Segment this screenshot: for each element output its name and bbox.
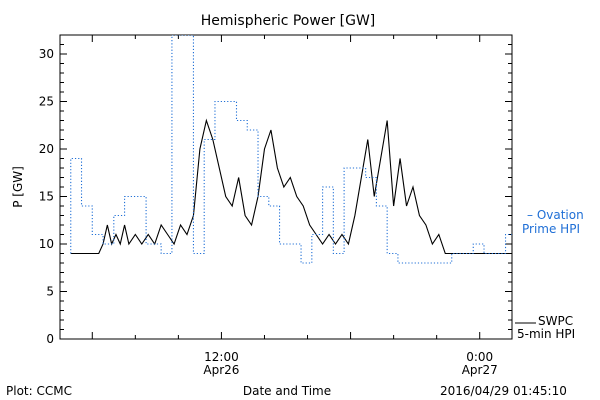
x-tick-time-label: 12:00 <box>204 350 239 364</box>
legend-swpc-label-line1: SWPC <box>538 314 573 328</box>
plot-credit: Plot: CCMC <box>6 384 72 398</box>
plot-frame <box>59 34 513 340</box>
y-tick-label: 10 <box>39 237 54 251</box>
series-ovation-line <box>70 35 512 264</box>
x-tick-time-label: 0:00 <box>466 350 493 364</box>
y-axis-label: P [GW] <box>11 166 25 208</box>
y-tick-label: 5 <box>46 285 54 299</box>
y-tick-label: 0 <box>46 332 54 346</box>
x-tick-date-label: Apr26 <box>203 363 239 377</box>
legend-swpc-label-line2: 5-min HPI <box>517 327 575 341</box>
timestamp: 2016/04/29 01:45:10 <box>440 384 567 398</box>
chart-title: Hemispheric Power [GW] <box>201 13 376 29</box>
x-axis: 12:00Apr260:00Apr2712:00Apr270:00Apr2812… <box>91 35 498 377</box>
y-axis: 0 5 10 15 20 25 30 <box>39 34 512 346</box>
legend-ovation-label-line2: Prime HPI <box>522 222 580 236</box>
series-swpc-line <box>70 118 512 255</box>
x-tick-date-label: Apr27 <box>462 363 498 377</box>
x-axis-label: Date and Time <box>243 384 331 398</box>
y-tick-label: 25 <box>39 95 54 109</box>
legend-ovation-label-line1: – Ovation <box>527 208 584 222</box>
y-tick-label: 15 <box>39 190 54 204</box>
y-tick-label: 30 <box>39 47 54 61</box>
series-layer <box>70 35 512 264</box>
y-tick-label: 20 <box>39 142 54 156</box>
